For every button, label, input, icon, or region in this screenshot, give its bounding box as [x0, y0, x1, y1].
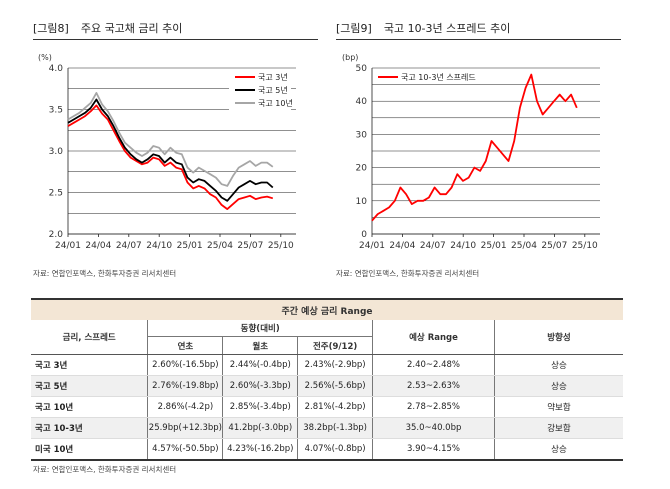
- figure9-number: [그림9]: [336, 22, 372, 35]
- header-range: 예상 Range: [372, 320, 495, 355]
- table-source: 자료: 연합인포맥스, 한화투자증권 리서치센터: [33, 465, 177, 474]
- row-ytd: 2.60%(-16.5bp): [147, 354, 223, 376]
- y-tick-label: 40: [356, 97, 368, 107]
- header-label: 금리, 스프레드: [31, 320, 148, 355]
- table-title: 주간 예상 금리 Range: [31, 298, 623, 320]
- y-tick-label: 4.0: [49, 64, 64, 74]
- table-row: 국고 5년 2.76%(-19.8bp) 2.60%(-3.3bp) 2.56%…: [31, 375, 623, 397]
- figure9-source: 자료: 연합인포맥스, 한화투자증권 리서치센터: [336, 269, 480, 278]
- row-direction: 상승: [493, 438, 623, 460]
- row-direction: 강보합: [493, 417, 623, 439]
- row-name: 국고 3년: [31, 354, 148, 376]
- row-direction: 약보합: [493, 396, 623, 418]
- x-tick-label: 24/10: [146, 241, 172, 251]
- row-ytd: 2.86%(-4.2p): [147, 396, 223, 418]
- y-tick-label: 3.0: [49, 147, 64, 157]
- series-line-1: [67, 104, 274, 211]
- x-tick-label: 25/07: [541, 241, 567, 251]
- row-mom: 4.23%(-16.2bp): [222, 438, 298, 460]
- x-tick-label: 25/01: [481, 241, 507, 251]
- row-range: 2.78~2.85%: [372, 396, 495, 418]
- header-change-group: 동향(대비): [147, 320, 374, 337]
- axis-unit: (bp): [342, 53, 358, 62]
- x-tick-label: 24/07: [420, 241, 446, 251]
- table-row: 미국 10년 4.57%(-50.5bp) 4.23%(-16.2bp) 4.0…: [31, 438, 623, 460]
- figure8-number: [그림8]: [33, 22, 69, 35]
- y-tick-label: 20: [356, 164, 368, 174]
- row-wow: 38.2bp(-1.3bp): [297, 417, 373, 439]
- figure9-title: [그림9] 국고 10-3년 스프레드 추이: [336, 20, 621, 40]
- row-name: 국고 10-3년: [31, 417, 148, 439]
- legend-label: 국고 10년: [258, 98, 293, 108]
- x-tick-label: 25/10: [268, 241, 294, 251]
- x-tick-label: 24/10: [450, 241, 476, 251]
- x-tick-label: 24/01: [359, 241, 385, 251]
- row-ytd: 4.57%(-50.5bp): [147, 438, 223, 460]
- header-wow: 전주(9/12): [297, 336, 374, 355]
- chart-bond-yields: (%) 4.0 3.5 3.0 2.5 2.024/01 24/04 24/07 24/10 25…: [38, 53, 296, 251]
- series-line-1: [371, 73, 578, 222]
- row-ytd: 2.76%(-19.8bp): [147, 375, 223, 397]
- row-name: 미국 10년: [31, 438, 148, 460]
- rate-range-table: 주간 예상 금리 Range 금리, 스프레드 동향(대비) 예상 Range …: [31, 298, 623, 461]
- row-name: 국고 10년: [31, 396, 148, 418]
- y-tick-label: 3.5: [49, 106, 63, 116]
- y-tick-label: 30: [356, 130, 368, 140]
- row-mom: 2.85%(-3.4bp): [222, 396, 298, 418]
- x-tick-label: 25/07: [237, 241, 263, 251]
- row-direction: 상승: [493, 354, 623, 376]
- figure8-title: [그림8] 주요 국고채 금리 추이: [33, 20, 318, 40]
- x-tick-label: 25/04: [511, 241, 537, 251]
- y-tick-label: 0: [361, 230, 367, 240]
- row-mom: 41.2bp(-3.0bp): [222, 417, 298, 439]
- header-mom: 월초: [222, 336, 298, 355]
- row-wow: 2.81%(-4.2bp): [297, 396, 373, 418]
- row-range: 2.40~2.48%: [372, 354, 495, 376]
- header-direction: 방향성: [493, 320, 623, 355]
- row-range: 3.90~4.15%: [372, 438, 495, 460]
- y-tick-label: 10: [356, 197, 368, 207]
- x-tick-label: 25/01: [177, 241, 203, 251]
- x-tick-label: 25/10: [572, 241, 598, 251]
- figure9-title-text: 국고 10-3년 스프레드 추이: [383, 22, 511, 35]
- legend-label: 국고 5년: [258, 85, 288, 95]
- table-row: 국고 10년 2.86%(-4.2p) 2.85%(-3.4bp) 2.81%(…: [31, 396, 623, 418]
- y-tick-label: 2.5: [49, 189, 63, 199]
- x-tick-label: 25/04: [207, 241, 233, 251]
- series-line-2: [67, 98, 274, 202]
- legend-label: 국고 10-3년 스프레드: [401, 72, 476, 82]
- row-mom: 2.60%(-3.3bp): [222, 375, 298, 397]
- row-wow: 4.07%(-0.8bp): [297, 438, 373, 460]
- x-tick-label: 24/07: [116, 241, 142, 251]
- row-mom: 2.44%(-0.4bp): [222, 354, 298, 376]
- figure8-source: 자료: 연합인포맥스, 한화투자증권 리서치센터: [33, 269, 177, 278]
- y-tick-label: 2.0: [49, 230, 64, 240]
- axis-unit: (%): [38, 53, 52, 62]
- table-row: 국고 3년 2.60%(-16.5bp) 2.44%(-0.4bp) 2.43%…: [31, 354, 623, 376]
- x-tick-label: 24/04: [85, 241, 111, 251]
- figure8-title-text: 주요 국고채 금리 추이: [80, 22, 183, 35]
- row-direction: 상승: [493, 375, 623, 397]
- y-tick-label: 50: [356, 64, 368, 74]
- legend-label: 국고 3년: [258, 72, 288, 82]
- row-name: 국고 5년: [31, 375, 148, 397]
- row-wow: 2.43%(-2.9bp): [297, 354, 373, 376]
- row-wow: 2.56%(-5.6bp): [297, 375, 373, 397]
- table-row: 국고 10-3년 25.9bp(+12.3bp) 41.2bp(-3.0bp) …: [31, 417, 623, 439]
- x-tick-label: 24/01: [55, 241, 81, 251]
- header-ytd: 연초: [147, 336, 223, 355]
- row-ytd: 25.9bp(+12.3bp): [147, 417, 223, 439]
- chart-spread: (bp) 50 40 30 20 10 024/01 24/04 24/07 24/10 25/01…: [342, 53, 600, 251]
- x-tick-label: 24/04: [389, 241, 415, 251]
- row-range: 2.53~2.63%: [372, 375, 495, 397]
- series-line-3: [67, 92, 274, 187]
- row-range: 35.0~40.0bp: [372, 417, 495, 439]
